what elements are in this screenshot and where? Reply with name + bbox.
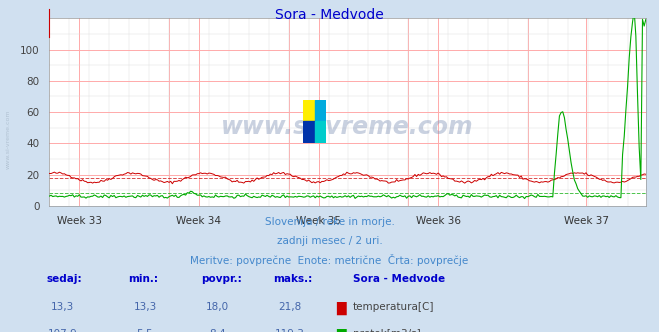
Text: 119,3: 119,3 [275, 329, 305, 332]
Text: █: █ [336, 329, 346, 332]
Text: 18,0: 18,0 [206, 302, 229, 312]
Bar [315, 121, 326, 143]
Text: Slovenija / reke in morje.: Slovenija / reke in morje. [264, 217, 395, 227]
Bar [303, 100, 315, 121]
Text: sedaj:: sedaj: [46, 274, 82, 284]
Text: 5,5: 5,5 [136, 329, 154, 332]
Text: 8,4: 8,4 [209, 329, 226, 332]
Text: Meritve: povprečne  Enote: metrične  Črta: povprečje: Meritve: povprečne Enote: metrične Črta:… [190, 254, 469, 266]
Text: 13,3: 13,3 [133, 302, 157, 312]
Text: temperatura[C]: temperatura[C] [353, 302, 434, 312]
Text: min.:: min.: [129, 274, 159, 284]
Text: zadnji mesec / 2 uri.: zadnji mesec / 2 uri. [277, 236, 382, 246]
Text: www.si-vreme.com: www.si-vreme.com [221, 115, 474, 139]
Text: pretok[m3/s]: pretok[m3/s] [353, 329, 420, 332]
Text: maks.:: maks.: [273, 274, 313, 284]
Text: 21,8: 21,8 [278, 302, 302, 312]
Text: █: █ [336, 302, 346, 315]
Text: povpr.:: povpr.: [201, 274, 242, 284]
Text: www.si-vreme.com: www.si-vreme.com [5, 110, 11, 169]
Text: Sora - Medvode: Sora - Medvode [353, 274, 445, 284]
Text: Sora - Medvode: Sora - Medvode [275, 8, 384, 22]
Bar [315, 100, 326, 121]
Text: 107,9: 107,9 [47, 329, 78, 332]
Bar [303, 121, 315, 143]
Text: 13,3: 13,3 [51, 302, 74, 312]
